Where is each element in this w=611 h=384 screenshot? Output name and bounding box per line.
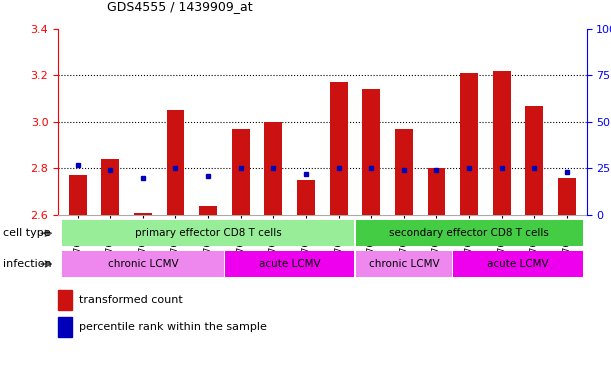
Bar — [356, 251, 452, 277]
Text: acute LCMV: acute LCMV — [487, 259, 549, 269]
Bar — [395, 129, 413, 215]
Bar — [492, 71, 511, 215]
Text: chronic LCMV: chronic LCMV — [108, 259, 178, 269]
Text: secondary effector CD8 T cells: secondary effector CD8 T cells — [389, 228, 549, 238]
Bar — [58, 317, 72, 337]
Text: transformed count: transformed count — [79, 295, 183, 305]
Bar — [297, 180, 315, 215]
Bar — [232, 129, 250, 215]
Bar — [199, 206, 217, 215]
Bar — [330, 82, 348, 215]
Bar — [68, 175, 87, 215]
Bar — [265, 122, 282, 215]
Bar — [356, 220, 583, 246]
Bar — [362, 89, 380, 215]
Text: primary effector CD8 T cells: primary effector CD8 T cells — [135, 228, 282, 238]
Bar — [62, 251, 224, 277]
Text: infection: infection — [3, 259, 52, 269]
Bar — [525, 106, 543, 215]
Text: acute LCMV: acute LCMV — [259, 259, 321, 269]
Text: chronic LCMV: chronic LCMV — [368, 259, 439, 269]
Bar — [225, 251, 354, 277]
Bar — [428, 169, 445, 215]
Bar — [453, 251, 583, 277]
Text: cell type: cell type — [3, 228, 51, 238]
Bar — [62, 220, 354, 246]
Bar — [58, 290, 72, 310]
Text: percentile rank within the sample: percentile rank within the sample — [79, 322, 267, 332]
Bar — [460, 73, 478, 215]
Bar — [558, 178, 576, 215]
Bar — [101, 159, 119, 215]
Bar — [134, 213, 152, 215]
Bar — [167, 110, 185, 215]
Text: GDS4555 / 1439909_at: GDS4555 / 1439909_at — [107, 0, 252, 13]
